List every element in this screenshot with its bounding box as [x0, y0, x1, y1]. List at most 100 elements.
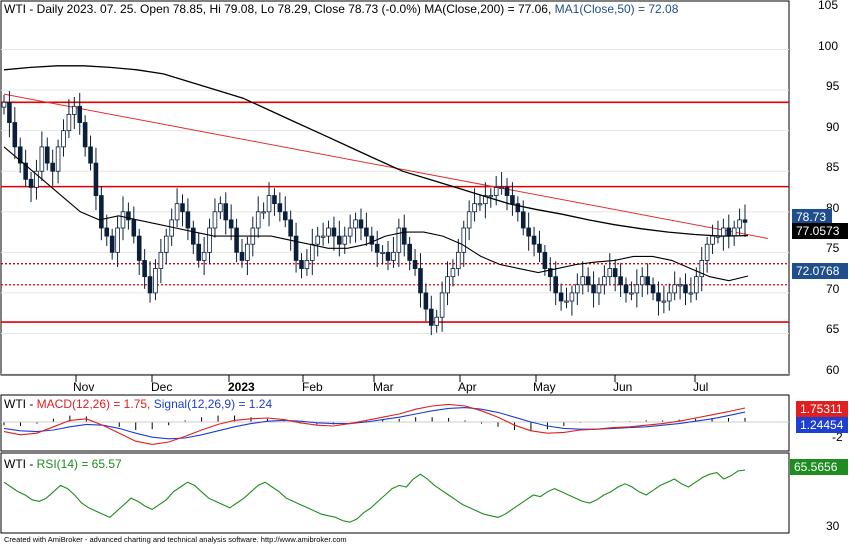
candle-body [428, 308, 434, 326]
candle-body [661, 300, 667, 303]
close-value-box [792, 209, 832, 225]
candle-body [358, 219, 364, 229]
price-candles [1, 90, 748, 336]
candle-body [310, 243, 315, 261]
rsi-header-label: RSI(14) = 65.57 [37, 457, 122, 471]
candle-body [174, 203, 180, 221]
candle-body [585, 276, 591, 286]
candle-body [28, 178, 34, 188]
macd-header-prefix: WTI - [4, 397, 37, 411]
candle-body [407, 243, 412, 261]
price-tick-label: 100 [818, 39, 838, 53]
candle-body [374, 243, 380, 253]
price-pane-frame [0, 0, 790, 376]
candle-body [266, 195, 272, 213]
candle-body [396, 227, 402, 253]
candle-body [472, 203, 477, 213]
ma200-header-label: MA(Close,200) = 77.06, [424, 2, 554, 16]
candle-body [228, 219, 234, 229]
candle-body [320, 235, 326, 238]
price-tick-label: 105 [818, 0, 838, 12]
price-tick-label: 75 [826, 241, 840, 255]
signal-value-box [796, 417, 848, 433]
price-tick-label: 65 [826, 322, 840, 336]
candle-body [634, 284, 640, 294]
ma200-value-label: 77.0573 [796, 224, 840, 238]
candle-body [196, 243, 202, 261]
rsi-pane-header: WTI - RSI(14) = 65.57 [4, 457, 122, 471]
candle-body [510, 195, 515, 205]
candle-body [136, 235, 142, 261]
candle-body [163, 235, 169, 253]
candle-body [493, 187, 499, 196]
ma200-line [3, 65, 749, 237]
candle-body [672, 284, 677, 294]
candle-body [288, 219, 293, 237]
candle-body [526, 227, 531, 237]
ma50-value-label: 72.0768 [796, 264, 840, 278]
price-axis: 105 100 95 90 85 80 75 70 65 60 [818, 0, 840, 377]
macd-pane-header: WTI - MACD(12,26) = 1.75, Signal(12,26,9… [4, 397, 272, 411]
candle-body [694, 276, 699, 294]
time-tick-label: Jun [613, 380, 632, 394]
candle-body [726, 227, 732, 237]
ma200-value-box [792, 223, 848, 239]
candle-body [499, 187, 504, 190]
candle-body [39, 146, 45, 172]
price-tick-label: 60 [826, 363, 840, 377]
candle-body [299, 260, 304, 269]
candle-body [666, 292, 672, 302]
time-tick-label: Nov [73, 380, 94, 394]
macd-pane-frame [0, 394, 790, 452]
candle-body [331, 227, 337, 237]
candle-body [277, 203, 283, 213]
ma50-value-box [792, 263, 848, 279]
signal-header-label: Signal(12,26,9) = 1.24 [154, 397, 273, 411]
candle-body [612, 268, 618, 278]
candle-body [23, 162, 28, 180]
candle-body [364, 227, 369, 237]
candle-body [315, 235, 321, 245]
candle-body [466, 211, 472, 229]
candle-body [12, 122, 18, 148]
candle-body [623, 284, 629, 294]
candle-body [234, 227, 239, 253]
moving-averages [3, 65, 749, 282]
candle-body [304, 260, 310, 269]
candle-body [721, 227, 726, 237]
candle-body [645, 276, 650, 286]
candle-body [185, 211, 191, 229]
time-tick-label: 2023 [228, 380, 255, 394]
candle-body [147, 276, 153, 294]
macd-lines [1, 403, 789, 445]
candle-body [656, 292, 661, 302]
price-tick-label: 90 [826, 120, 840, 134]
candle-body [591, 284, 596, 294]
rsi-line [3, 469, 746, 523]
candle-body [450, 268, 456, 278]
candle-body [88, 146, 93, 164]
price-tick-label: 70 [826, 282, 840, 296]
candle-body [34, 170, 39, 188]
candle-body [423, 292, 429, 310]
candle-body [207, 227, 212, 253]
candle-body [558, 292, 564, 302]
candle-body [191, 227, 196, 245]
candle-body [61, 130, 66, 148]
candle-body [72, 105, 77, 115]
macd-value-label: 1.75311 [800, 402, 843, 416]
candle-body [255, 211, 261, 229]
candle-body [688, 292, 694, 295]
candle-body [218, 203, 223, 213]
candle-body [515, 203, 521, 213]
ma50-line [3, 146, 749, 282]
price-pane-header: WTI - Daily 2023. 07. 25. Open 78.85, Hi… [4, 2, 679, 16]
macd-tick-label: -2 [832, 430, 843, 444]
candle-body [142, 260, 147, 278]
candle-body [401, 227, 407, 245]
rsi-value-label: 65.5656 [794, 460, 838, 474]
time-tick-label: Dec [151, 380, 172, 394]
candle-body [629, 292, 634, 295]
